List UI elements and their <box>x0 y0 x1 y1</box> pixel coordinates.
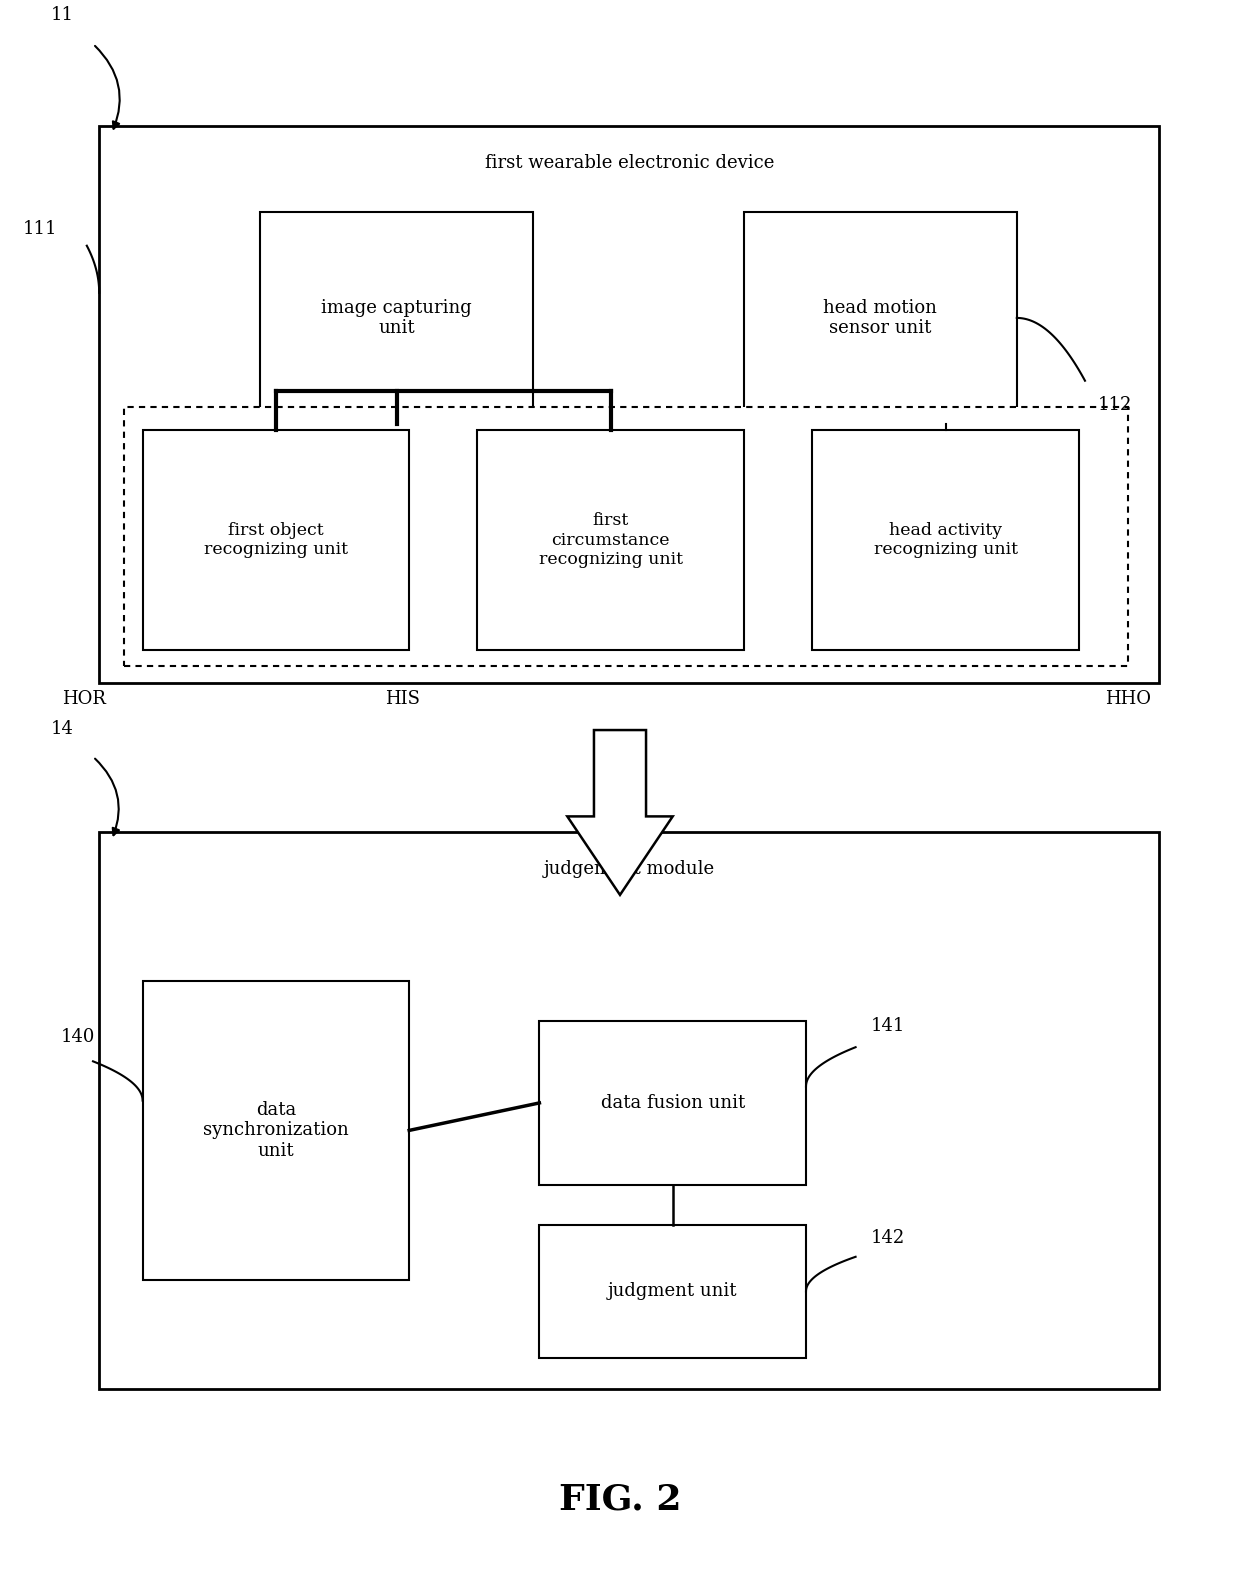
Text: data fusion unit: data fusion unit <box>600 1094 745 1112</box>
FancyBboxPatch shape <box>260 212 533 424</box>
FancyBboxPatch shape <box>539 1020 806 1185</box>
FancyBboxPatch shape <box>143 430 409 650</box>
Text: judgement module: judgement module <box>543 860 715 878</box>
FancyBboxPatch shape <box>99 126 1159 683</box>
Polygon shape <box>568 730 672 895</box>
Text: image capturing
unit: image capturing unit <box>321 298 472 338</box>
Text: 11: 11 <box>51 6 73 24</box>
Text: first wearable electronic device: first wearable electronic device <box>485 154 774 171</box>
Text: HOR: HOR <box>62 689 107 708</box>
FancyBboxPatch shape <box>477 430 744 650</box>
FancyBboxPatch shape <box>143 981 409 1280</box>
Text: 142: 142 <box>870 1229 905 1247</box>
FancyBboxPatch shape <box>812 430 1079 650</box>
Text: 14: 14 <box>51 721 73 738</box>
Text: 141: 141 <box>870 1017 905 1035</box>
Text: head activity
recognizing unit: head activity recognizing unit <box>873 521 1018 559</box>
Text: 112: 112 <box>1097 397 1132 414</box>
FancyBboxPatch shape <box>124 407 1128 666</box>
Text: first object
recognizing unit: first object recognizing unit <box>203 521 348 559</box>
FancyBboxPatch shape <box>539 1225 806 1358</box>
FancyBboxPatch shape <box>99 832 1159 1389</box>
Text: 111: 111 <box>22 220 57 239</box>
Text: first
circumstance
recognizing unit: first circumstance recognizing unit <box>538 512 683 568</box>
Text: FIG. 2: FIG. 2 <box>559 1482 681 1517</box>
Text: judgment unit: judgment unit <box>608 1283 738 1300</box>
Text: 140: 140 <box>61 1028 95 1046</box>
FancyBboxPatch shape <box>744 212 1017 424</box>
Text: HHO: HHO <box>1105 689 1152 708</box>
Text: HIS: HIS <box>386 689 420 708</box>
Text: data
synchronization
unit: data synchronization unit <box>203 1101 348 1160</box>
Text: head motion
sensor unit: head motion sensor unit <box>823 298 937 338</box>
